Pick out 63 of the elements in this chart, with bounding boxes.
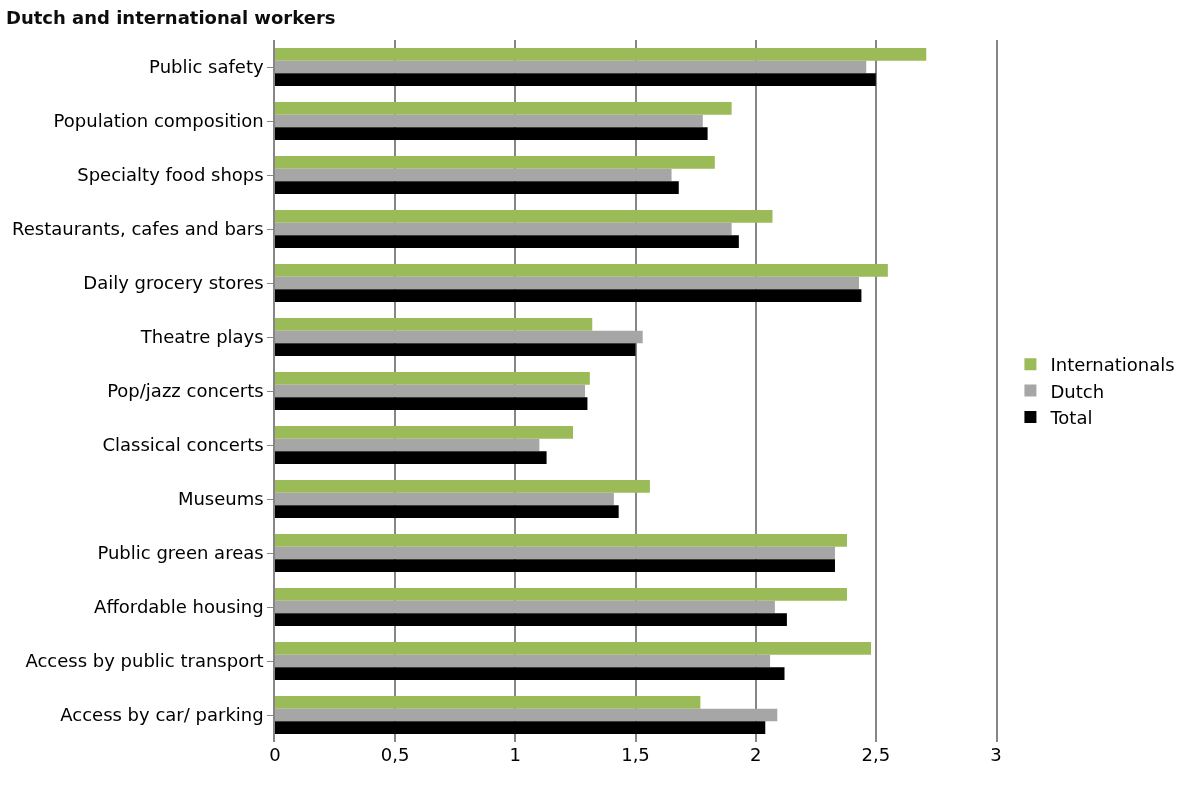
y-tick-label: Daily grocery stores — [83, 272, 264, 294]
bar — [275, 60, 867, 74]
x-tick-label: 2,5 — [861, 744, 891, 765]
bar — [275, 235, 739, 248]
bar — [275, 654, 771, 668]
x-tick-label: 3 — [990, 744, 1002, 765]
bar — [275, 289, 862, 302]
bar — [275, 127, 708, 140]
bar — [275, 384, 586, 398]
bar — [275, 397, 588, 410]
bar — [275, 492, 614, 506]
y-tick-label: Museums — [177, 488, 264, 510]
bar — [275, 613, 787, 626]
y-tick-label: Specialty food shops — [77, 164, 264, 186]
x-tick-label: 0,5 — [380, 744, 410, 765]
bar — [275, 559, 835, 572]
y-tick-label: Pop/jazz concerts — [107, 380, 264, 402]
y-tick-label: Affordable housing — [94, 596, 264, 618]
bar — [275, 73, 876, 86]
y-tick-label: Public safety — [149, 56, 264, 78]
bar — [275, 264, 888, 277]
bar — [275, 721, 766, 734]
bar — [275, 168, 672, 182]
bar — [275, 156, 715, 169]
chart-title: Dutch and international workers — [5, 7, 336, 29]
bar — [275, 546, 835, 560]
y-tick-label: Theatre plays — [139, 326, 264, 348]
bar — [275, 480, 650, 493]
bar — [275, 318, 593, 331]
bar — [275, 114, 703, 128]
legend-label: Dutch — [1050, 380, 1105, 402]
bar — [275, 642, 872, 655]
bar — [275, 343, 636, 356]
bar — [275, 222, 732, 236]
y-tick-label: Access by car/ parking — [60, 704, 264, 726]
bar — [275, 181, 679, 194]
legend-label: Total — [1049, 407, 1093, 429]
bar — [275, 600, 775, 614]
x-tick-label: 0 — [269, 744, 281, 765]
bar — [275, 426, 574, 439]
bar — [275, 330, 643, 344]
bar — [275, 438, 540, 452]
bar — [275, 667, 785, 680]
bar — [275, 48, 927, 61]
bar — [275, 696, 701, 709]
bar — [275, 588, 847, 601]
x-tick-label: 2 — [749, 744, 762, 765]
y-tick-label: Public green areas — [97, 542, 264, 564]
x-tick-label: 1,5 — [621, 744, 650, 765]
y-tick-label: Restaurants, cafes and bars — [12, 218, 264, 240]
bar — [275, 102, 732, 115]
bar — [275, 372, 590, 385]
bar — [275, 276, 860, 290]
bar — [275, 505, 619, 518]
bar — [275, 534, 847, 547]
bar — [275, 708, 778, 722]
bar — [275, 210, 773, 223]
y-tick-label: Population composition — [53, 110, 264, 132]
y-tick-label: Access by public transport — [25, 650, 264, 672]
y-tick-label: Classical concerts — [102, 434, 264, 456]
legend-label: Internationals — [1050, 354, 1175, 376]
bar — [275, 451, 547, 464]
x-tick-label: 1 — [509, 744, 522, 765]
